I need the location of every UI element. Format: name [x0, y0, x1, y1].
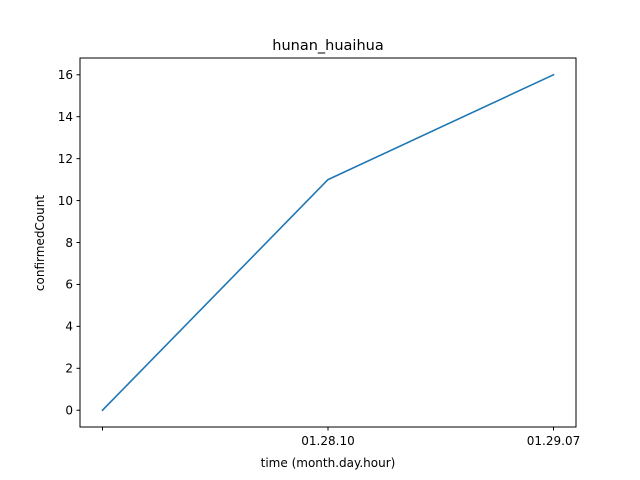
plot-frame	[79, 57, 577, 428]
x-tick-label: 01.28.10	[301, 434, 354, 448]
series-layer	[101, 73, 555, 412]
x-axis-label: time (month.day.hour)	[261, 456, 396, 470]
chart-title: hunan_huaihua	[272, 38, 383, 54]
y-axis-label: confirmedCount	[33, 195, 47, 291]
x-tick-label: 01.29.07	[527, 434, 580, 448]
y-tick-label: 10	[58, 194, 73, 208]
x-axis-ticks: 01.28.10 01.29.07	[102, 427, 580, 448]
y-tick-label: 14	[58, 110, 73, 124]
y-tick-label: 0	[65, 404, 73, 418]
y-tick-label: 4	[65, 320, 73, 334]
y-tick-label: 8	[65, 236, 73, 250]
y-tick-label: 16	[58, 68, 73, 82]
y-tick-label: 12	[58, 152, 73, 166]
y-axis-ticks: 0 2 4 6 8 10 12 14 16	[58, 68, 80, 418]
y-tick-label: 6	[65, 278, 73, 292]
y-tick-label: 2	[65, 362, 73, 376]
